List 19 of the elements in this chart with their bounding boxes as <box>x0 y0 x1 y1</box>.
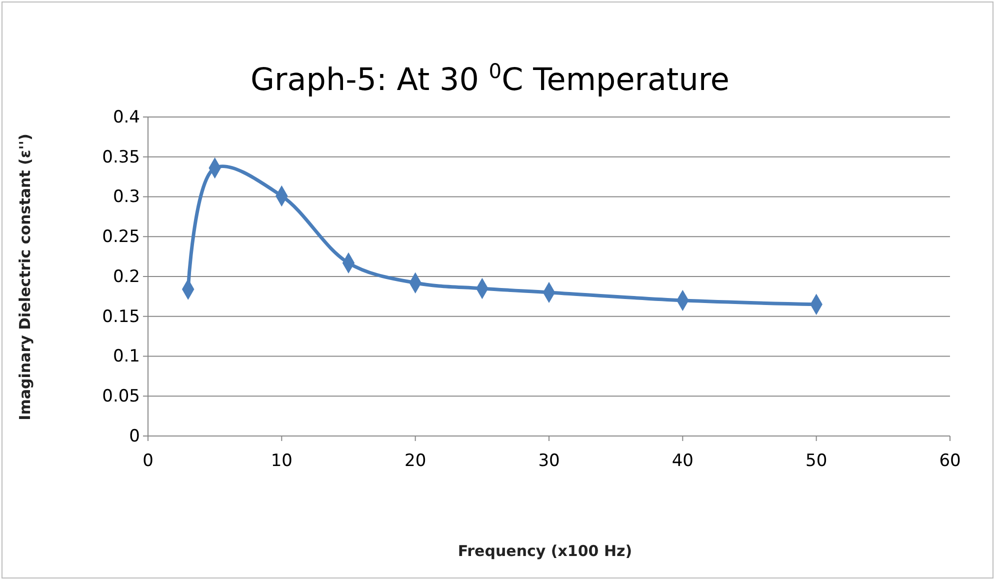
y-tick-label: 0 <box>129 426 140 446</box>
x-axis-title: Frequency (x100 Hz) <box>458 542 632 560</box>
y-tick-label: 0.3 <box>112 187 140 208</box>
x-tick-label: 60 <box>939 451 961 472</box>
x-tick-label: 30 <box>538 451 560 472</box>
y-tick-label: 0.05 <box>102 386 140 407</box>
chart-title: Graph-5: At 30 $^{0}$C Temperature <box>250 59 730 98</box>
y-tick-label: 0.35 <box>102 147 140 168</box>
x-tick-label: 10 <box>270 451 292 472</box>
x-tick-label: 20 <box>404 451 426 472</box>
y-axis-title: Imaginary Dielectric constant (ε'') <box>16 134 34 420</box>
x-tick-label: 40 <box>672 451 694 472</box>
y-tick-label: 0.15 <box>102 306 140 327</box>
y-tick-label: 0.1 <box>112 346 140 367</box>
y-tick-label: 0.25 <box>102 227 140 248</box>
y-tick-label: 0.4 <box>112 107 140 128</box>
y-tick-label: 0.2 <box>112 266 140 287</box>
x-tick-label: 0 <box>142 451 154 472</box>
x-tick-label: 50 <box>806 451 828 472</box>
